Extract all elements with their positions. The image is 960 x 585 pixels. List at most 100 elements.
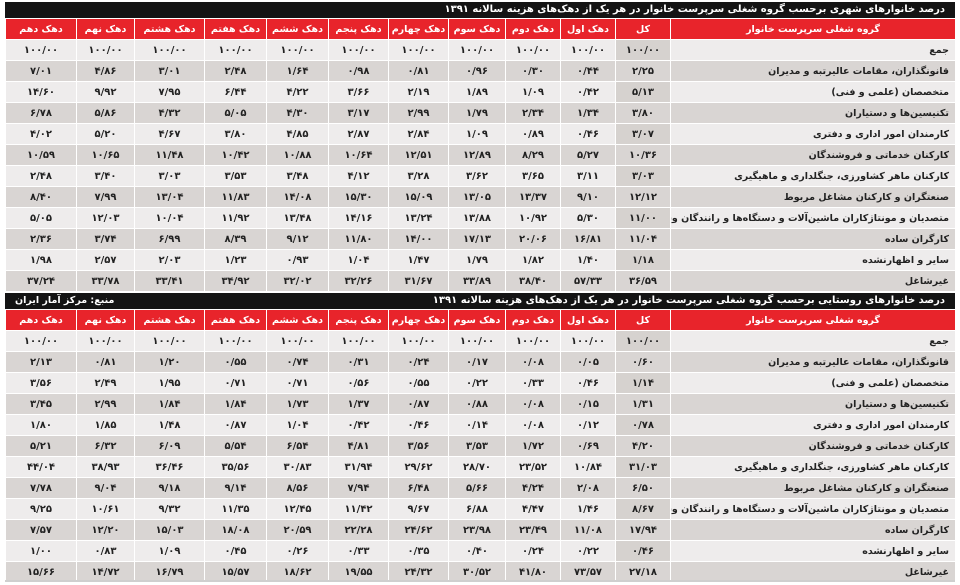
urban-value-cell: ۲/۳۴ — [505, 102, 561, 124]
urban-value-cell: ۳/۴۰ — [76, 165, 135, 187]
rural-table-row: متخصصان (علمی و فنی) ۱/۱۴ ۰/۴۶ ۰/۳۳ ۰/۲۲ ۰/۵۵… — [5, 372, 956, 394]
rural-table-row: کارمندان امور اداری و دفتری ۰/۷۸ ۰/۱۲ ۰/۰۸ ۰… — [5, 414, 956, 436]
rural-table-title: درصد خانوارهای روستایی برحسب گروه شغلی س… — [432, 295, 945, 306]
rural-table-body: جمع ۱۰۰/۰۰ ۱۰۰/۰۰ ۱۰۰/۰۰ ۱۰۰/۰۰ ۱۰۰/۰۰ ۱۰۰/۰۰ ۱… — [5, 330, 956, 583]
urban-value-cell: ۴/۳۲ — [134, 102, 205, 124]
rural-value-cell: ۰/۱۵ — [560, 393, 616, 415]
urban-value-cell: ۵/۸۶ — [76, 102, 135, 124]
urban-header-cell: دهک دوم — [505, 18, 561, 40]
urban-value-cell: ۳/۱۱ — [560, 165, 616, 187]
urban-table-body: جمع ۱۰۰/۰۰ ۱۰۰/۰۰ ۱۰۰/۰۰ ۱۰۰/۰۰ ۱۰۰/۰۰ ۱۰۰/۰۰ ۱… — [5, 39, 956, 292]
rural-value-cell: ۳۸/۹۳ — [76, 456, 135, 478]
urban-value-cell: ۳۸/۴۰ — [505, 270, 561, 292]
rural-value-cell: ۱۷/۹۴ — [615, 519, 671, 541]
urban-value-cell: ۰/۸۱ — [388, 60, 449, 82]
rural-value-cell: ۱/۱۴ — [615, 372, 671, 394]
urban-value-cell: ۳/۶۶ — [328, 81, 389, 103]
urban-value-cell: ۴/۸۶ — [76, 60, 135, 82]
rural-table-row: غیرشاغل ۲۷/۱۸ ۷۳/۵۷ ۴۱/۸۰ ۳۰/۵۲ ۲۴/۳۲ ۱۹/۵۵ ۱۸/… — [5, 561, 956, 583]
urban-value-cell: ۵/۲۷ — [560, 144, 616, 166]
rural-value-cell: ۲۰/۵۹ — [266, 519, 329, 541]
urban-value-cell: ۵/۰۵ — [5, 207, 77, 229]
rural-value-cell: ۱/۰۰ — [5, 540, 77, 562]
urban-value-cell: ۶/۹۹ — [134, 228, 205, 250]
rural-value-cell: ۱۵/۵۷ — [204, 561, 267, 583]
rural-header-cell: گروه شغلی سرپرست خانوار — [670, 309, 956, 331]
urban-value-cell: ۳۷/۲۴ — [5, 270, 77, 292]
urban-row-label: تکنیسین‌ها و دستیاران — [670, 102, 956, 124]
urban-value-cell: ۱/۷۹ — [448, 249, 506, 271]
urban-value-cell: ۰/۹۳ — [266, 249, 329, 271]
rural-value-cell: ۰/۰۵ — [560, 351, 616, 373]
urban-header-cell: دهک هفتم — [204, 18, 267, 40]
urban-value-cell: ۳۳/۴۱ — [134, 270, 205, 292]
urban-value-cell: ۵/۲۰ — [76, 123, 135, 145]
urban-value-cell: ۳/۵۳ — [204, 165, 267, 187]
rural-value-cell: ۳۶/۴۶ — [134, 456, 205, 478]
rural-value-cell: ۱۵/۰۳ — [134, 519, 205, 541]
urban-value-cell: ۱/۷۹ — [448, 102, 506, 124]
rural-row-label: کارکنان ماهر کشاورزی، جنگلداری و ماهیگیر… — [670, 456, 956, 478]
rural-value-cell: ۰/۸۳ — [76, 540, 135, 562]
rural-value-cell: ۱۰۰/۰۰ — [204, 330, 267, 352]
rural-value-cell: ۱/۰۹ — [134, 540, 205, 562]
urban-value-cell: ۱۰۰/۰۰ — [615, 39, 671, 61]
urban-table-row: سایر و اظهارنشده ۱/۱۸ ۱/۴۰ ۱/۸۲ ۱/۷۹ ۱/۴۷ ۱/۰۴… — [5, 249, 956, 271]
urban-value-cell: ۲/۲۵ — [615, 60, 671, 82]
rural-value-cell: ۰/۶۰ — [615, 351, 671, 373]
urban-value-cell: ۲/۴۸ — [5, 165, 77, 187]
urban-value-cell: ۳۴/۹۲ — [204, 270, 267, 292]
rural-table-row: قانونگذاران، مقامات عالیرتبه و مدیران ۰/۶… — [5, 351, 956, 373]
urban-value-cell: ۵۷/۳۳ — [560, 270, 616, 292]
urban-value-cell: ۳۲/۲۶ — [328, 270, 389, 292]
rural-value-cell: ۱۹/۵۵ — [328, 561, 389, 583]
rural-value-cell: ۹/۳۲ — [134, 498, 205, 520]
urban-header-cell: دهک سوم — [448, 18, 506, 40]
rural-value-cell: ۰/۷۴ — [266, 351, 329, 373]
rural-value-cell: ۱۰۰/۰۰ — [615, 330, 671, 352]
rural-value-cell: ۲۳/۹۸ — [448, 519, 506, 541]
rural-value-cell: ۰/۸۷ — [204, 414, 267, 436]
urban-title-bar: درصد خانوارهای شهری برحسب گروه شغلی سرپر… — [5, 2, 955, 18]
rural-value-cell: ۰/۴۶ — [560, 372, 616, 394]
urban-value-cell: ۳/۰۷ — [615, 123, 671, 145]
urban-value-cell: ۱۰۰/۰۰ — [388, 39, 449, 61]
urban-table-row: متصدیان و مونتاژکاران ماشین‌آلات و دستگا… — [5, 207, 956, 229]
bottom-divider — [5, 580, 955, 582]
urban-value-cell: ۴/۸۵ — [266, 123, 329, 145]
rural-value-cell: ۹/۰۴ — [76, 477, 135, 499]
rural-value-cell: ۰/۲۲ — [560, 540, 616, 562]
urban-value-cell: ۱۲/۵۱ — [388, 144, 449, 166]
urban-table-section: درصد خانوارهای شهری برحسب گروه شغلی سرپر… — [5, 2, 956, 292]
urban-value-cell: ۱۱/۰۴ — [615, 228, 671, 250]
rural-row-label: صنعتگران و کارکنان مشاغل مربوط — [670, 477, 956, 499]
rural-value-cell: ۱۸/۶۲ — [266, 561, 329, 583]
urban-value-cell: ۱۳/۴۸ — [266, 207, 329, 229]
urban-value-cell: ۱۵/۳۰ — [328, 186, 389, 208]
urban-row-label: سایر و اظهارنشده — [670, 249, 956, 271]
urban-value-cell: ۵/۰۵ — [204, 102, 267, 124]
urban-header-cell: دهک نهم — [76, 18, 135, 40]
urban-value-cell: ۲/۹۹ — [388, 102, 449, 124]
rural-value-cell: ۰/۴۶ — [388, 414, 449, 436]
rural-value-cell: ۱/۸۴ — [134, 393, 205, 415]
rural-value-cell: ۰/۷۸ — [615, 414, 671, 436]
urban-value-cell: ۱۱/۸۳ — [204, 186, 267, 208]
urban-value-cell: ۱۱/۸۰ — [328, 228, 389, 250]
urban-value-cell: ۱۰/۶۵ — [76, 144, 135, 166]
urban-value-cell: ۹/۱۲ — [266, 228, 329, 250]
rural-header-cell: دهک دوم — [505, 309, 561, 331]
rural-table-section: درصد خانوارهای روستایی برحسب گروه شغلی س… — [5, 293, 956, 583]
rural-value-cell: ۰/۴۶ — [615, 540, 671, 562]
rural-header-cell: دهک هفتم — [204, 309, 267, 331]
rural-value-cell: ۲۴/۶۲ — [388, 519, 449, 541]
rural-value-cell: ۱/۳۱ — [615, 393, 671, 415]
rural-value-cell: ۴/۸۱ — [328, 435, 389, 457]
rural-table-row: سایر و اظهارنشده ۰/۴۶ ۰/۲۲ ۰/۲۴ ۰/۴۰ ۰/۳۵ ۰/۳۳… — [5, 540, 956, 562]
rural-row-label: قانونگذاران، مقامات عالیرتبه و مدیران — [670, 351, 956, 373]
rural-value-cell: ۰/۱۲ — [560, 414, 616, 436]
rural-value-cell: ۳۰/۸۳ — [266, 456, 329, 478]
rural-value-cell: ۳/۵۶ — [5, 372, 77, 394]
urban-value-cell: ۷/۰۱ — [5, 60, 77, 82]
urban-value-cell: ۳/۸۰ — [204, 123, 267, 145]
